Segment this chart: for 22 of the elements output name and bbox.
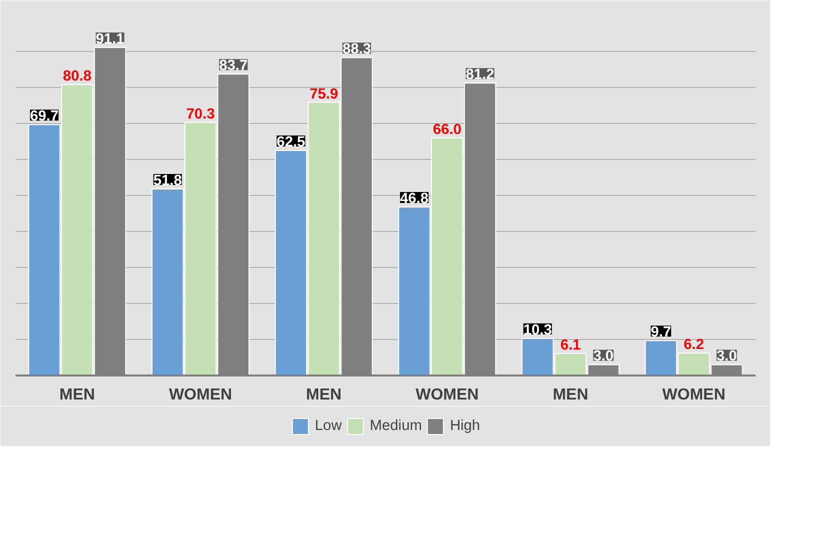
- data-label: 3.0: [593, 348, 614, 365]
- data-label: 6.2: [684, 337, 704, 354]
- x-tick-label: MEN: [306, 386, 342, 404]
- legend-label: Medium: [370, 418, 422, 434]
- x-tick-label: MEN: [59, 386, 95, 404]
- x-tick-label: WOMEN: [416, 386, 479, 404]
- data-label: 46.8: [400, 191, 429, 208]
- data-label: 75.9: [310, 86, 338, 102]
- data-label: 70.3: [186, 106, 215, 122]
- data-label: 51.8: [153, 173, 182, 190]
- data-label: 66.0: [432, 122, 462, 138]
- x-tick-label: MEN: [552, 386, 588, 404]
- data-label: 6.1: [560, 338, 581, 354]
- legend-label: High: [450, 418, 480, 434]
- legend-label: Low: [314, 418, 342, 434]
- data-label: 80.8: [62, 68, 92, 85]
- x-tick-label: WOMEN: [662, 386, 726, 404]
- data-label: 91.1: [96, 32, 124, 48]
- x-tick-label: WOMEN: [168, 386, 232, 404]
- data-label: 3.0: [716, 348, 737, 365]
- data-label: 10.3: [523, 322, 552, 338]
- data-label: 62.5: [276, 134, 306, 150]
